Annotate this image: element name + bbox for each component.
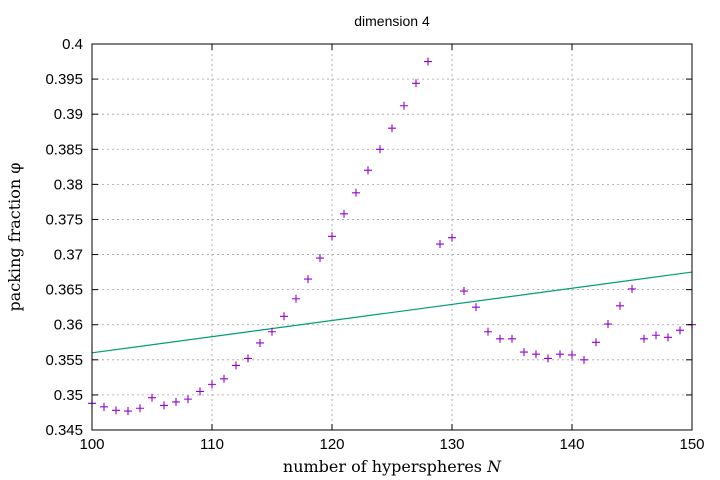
data-point [532, 350, 540, 359]
y-tick-label: 0.4 [62, 36, 83, 53]
data-point [520, 348, 528, 357]
data-point [460, 287, 468, 296]
data-point [256, 338, 264, 347]
plot-frame [91, 43, 693, 431]
y-tick-label: 0.35 [54, 387, 83, 404]
y-tick-label: 0.365 [45, 282, 83, 299]
data-point [328, 232, 336, 241]
y-tick-label: 0.36 [54, 317, 83, 334]
y-axis-label-text: packing fraction [5, 179, 24, 312]
y-tick-label: 0.37 [54, 247, 83, 264]
y-tick-label: 0.345 [45, 422, 83, 439]
data-point [220, 374, 228, 383]
fit-line [91, 271, 693, 354]
data-point [496, 334, 504, 343]
data-point [124, 407, 132, 416]
y-tick-label: 0.375 [45, 211, 83, 228]
y-tick-label: 0.355 [45, 352, 83, 369]
data-point [628, 284, 636, 293]
data-point [556, 350, 564, 359]
x-tick-label: 120 [319, 436, 344, 453]
data-point [304, 275, 312, 284]
data-point [436, 240, 444, 249]
data-point [196, 387, 204, 396]
data-point [244, 354, 252, 363]
axis-ticks: 100 110 120 130 140 150 0.345 0.35 0.355 0.36 0.36… [45, 36, 704, 453]
data-points-layer [88, 57, 696, 416]
y-tick-label: 0.38 [54, 176, 83, 193]
data-point [508, 334, 516, 343]
data-point [412, 79, 420, 88]
data-point [472, 303, 480, 312]
data-point [676, 326, 684, 335]
data-point [640, 334, 648, 343]
data-point [352, 188, 360, 197]
data-point [664, 333, 672, 342]
y-axis-variable: φ [5, 162, 24, 173]
data-point [112, 406, 120, 415]
data-point [448, 233, 456, 242]
y-tick-label: 0.395 [45, 71, 83, 88]
x-axis-variable: N [486, 457, 502, 476]
data-point [172, 397, 180, 406]
grid-lines [92, 44, 692, 430]
data-point [568, 350, 576, 359]
data-point [280, 312, 288, 321]
data-point [484, 327, 492, 336]
data-point [604, 320, 612, 329]
chart-title: dimension 4 [354, 13, 430, 29]
data-point [424, 57, 432, 66]
data-point [268, 327, 276, 336]
y-axis-label: packing fraction φ [5, 162, 24, 311]
data-point [232, 361, 240, 370]
data-point [292, 294, 300, 303]
data-point [388, 124, 396, 133]
data-point [400, 101, 408, 110]
fit-line-layer [91, 271, 693, 354]
data-point [160, 401, 168, 410]
data-point [592, 338, 600, 347]
data-point [616, 301, 624, 310]
data-point [100, 402, 108, 411]
x-tick-label: 150 [679, 436, 704, 453]
x-tick-label: 140 [559, 436, 584, 453]
data-point [184, 395, 192, 404]
y-tick-label: 0.385 [45, 141, 83, 158]
x-tick-label: 110 [200, 436, 224, 453]
x-tick-label: 100 [79, 436, 104, 453]
data-point [316, 254, 324, 263]
x-axis-label: number of hyperspheres N [283, 457, 502, 476]
data-point [136, 404, 144, 413]
data-point [364, 166, 372, 175]
data-point [340, 209, 348, 218]
data-point [652, 331, 660, 340]
y-tick-label: 0.39 [54, 106, 83, 123]
data-point [148, 393, 156, 402]
data-point [208, 380, 216, 389]
x-tick-label: 130 [439, 436, 464, 453]
data-point [376, 145, 384, 154]
data-point [580, 355, 588, 364]
data-point [544, 354, 552, 363]
x-axis-label-text: number of hyperspheres [283, 457, 482, 476]
